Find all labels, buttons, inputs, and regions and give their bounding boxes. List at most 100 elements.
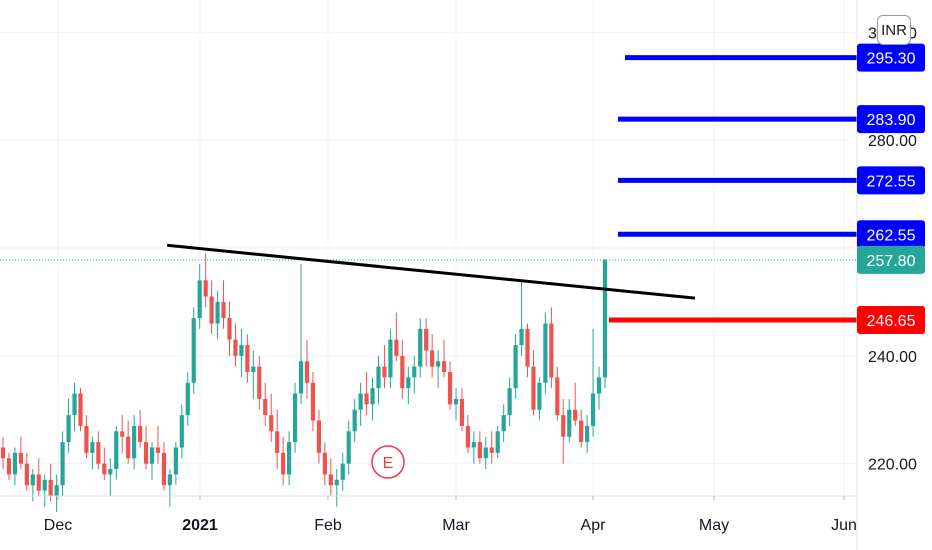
candle — [489, 431, 494, 464]
candle-body — [269, 415, 274, 432]
candle — [304, 339, 310, 399]
candle-body — [233, 339, 238, 356]
candle — [513, 334, 518, 399]
candle — [286, 431, 292, 486]
candle — [72, 382, 77, 432]
candle-body — [245, 345, 250, 372]
candle — [495, 425, 500, 459]
level-price-tag: 262.55 — [857, 220, 925, 249]
candle — [269, 393, 274, 443]
candle — [161, 442, 167, 491]
candle-body — [203, 280, 208, 297]
candle-body — [132, 425, 137, 459]
candle — [149, 442, 155, 480]
candle-body — [275, 431, 280, 453]
candle-body — [54, 485, 59, 496]
candle-body — [501, 415, 506, 432]
candle — [519, 280, 524, 356]
candle — [292, 382, 298, 453]
candle — [477, 431, 482, 464]
candle — [436, 350, 441, 389]
currency-badge[interactable]: INR — [877, 15, 911, 45]
candle-body — [48, 479, 53, 496]
candle-body — [120, 431, 125, 437]
last-price-tag-label: 257.80 — [867, 253, 916, 270]
candle — [579, 409, 584, 448]
candle — [102, 447, 107, 480]
candle — [537, 377, 542, 421]
candle-body — [418, 328, 423, 367]
level-price-tag-box — [857, 166, 925, 195]
candle-body — [90, 442, 95, 453]
x-tick-label: 2021 — [182, 517, 218, 534]
candle — [328, 458, 333, 496]
level-price-tag: 272.55 — [857, 166, 925, 195]
candle-body — [334, 479, 339, 486]
candle-body — [585, 425, 590, 443]
candle — [447, 361, 453, 410]
candle-body — [525, 328, 530, 367]
candle-body — [126, 436, 131, 459]
candle-body — [149, 447, 155, 464]
candle-body — [596, 377, 602, 394]
candle — [60, 431, 65, 496]
candle — [281, 436, 286, 486]
candle — [263, 382, 268, 426]
candle — [453, 388, 459, 421]
last-price-tag: 257.80 — [857, 245, 925, 274]
candle — [66, 398, 71, 453]
candle-body — [298, 361, 304, 394]
level-price-tag-label: 272.55 — [867, 173, 916, 190]
candle-body — [263, 398, 268, 416]
earnings-marker-circle — [371, 445, 405, 479]
tag-layer: 295.30 283.90 272.55 262.55 246.65 257.80 — [857, 43, 925, 334]
candle-body — [322, 452, 327, 475]
level-layer: E — [0, 55, 857, 479]
candle-body — [352, 409, 357, 432]
candle — [185, 372, 190, 426]
candle-body — [382, 366, 387, 378]
y-tick-label: 220.00 — [868, 457, 917, 474]
candle — [114, 425, 119, 480]
candle-body — [441, 361, 447, 372]
candle — [555, 366, 560, 421]
candle-body — [602, 259, 608, 378]
candle — [143, 425, 149, 470]
candle-body — [471, 442, 476, 448]
candle-body — [6, 458, 12, 475]
candle — [406, 366, 411, 405]
candle — [430, 334, 435, 378]
candle — [36, 458, 41, 496]
candle-body — [12, 452, 18, 475]
candle-body — [376, 366, 381, 389]
candle — [585, 415, 590, 453]
candle — [6, 452, 12, 480]
candle — [191, 307, 196, 394]
candle-body — [436, 361, 441, 367]
candle-body — [221, 301, 226, 319]
level-price-tag: 283.90 — [857, 105, 925, 134]
candle — [459, 388, 465, 432]
candle — [322, 442, 327, 486]
candle-body — [537, 382, 542, 410]
candle — [48, 463, 53, 502]
candle-body — [24, 463, 29, 486]
candle-body — [292, 393, 298, 443]
candle-body — [424, 328, 429, 351]
x-tick-label: Jun — [831, 517, 857, 534]
candle — [388, 328, 393, 389]
candle — [483, 436, 488, 470]
y-tick-label: 280.00 — [868, 133, 917, 150]
candle — [18, 436, 23, 470]
candle — [239, 328, 244, 378]
candle-body — [394, 339, 399, 356]
candle-body — [281, 452, 286, 475]
candle — [501, 404, 506, 443]
candle — [310, 372, 316, 432]
candle-body — [447, 372, 453, 405]
candle — [346, 420, 351, 475]
candle-body — [507, 388, 512, 416]
candle-body — [42, 479, 47, 491]
candle — [0, 436, 6, 470]
candle — [352, 398, 357, 443]
